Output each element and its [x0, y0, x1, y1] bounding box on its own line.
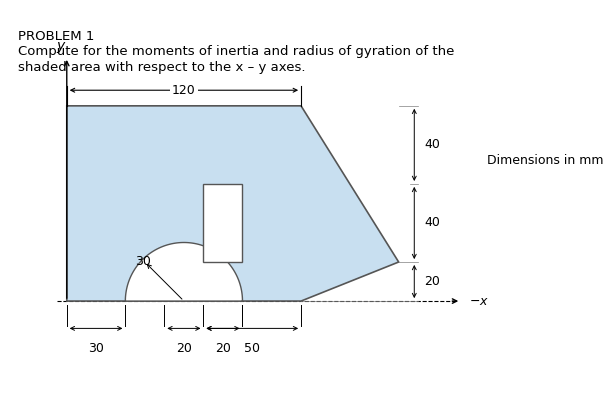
Text: 20: 20 [215, 342, 231, 355]
Text: y: y [57, 39, 65, 53]
Text: Compute for the moments of inertia and radius of gyration of the: Compute for the moments of inertia and r… [18, 45, 454, 58]
Text: 120: 120 [172, 84, 196, 97]
Text: 20: 20 [176, 342, 192, 355]
Text: Dimensions in mm: Dimensions in mm [487, 154, 603, 167]
Text: 50: 50 [244, 342, 260, 355]
Polygon shape [125, 243, 242, 301]
Text: 30: 30 [88, 342, 104, 355]
Text: 20: 20 [424, 275, 440, 288]
Text: PROBLEM 1: PROBLEM 1 [18, 30, 95, 43]
Text: 40: 40 [424, 138, 440, 152]
Text: shaded area with respect to the x – y axes.: shaded area with respect to the x – y ax… [18, 61, 305, 74]
Polygon shape [67, 106, 399, 301]
Text: 40: 40 [424, 216, 440, 229]
Bar [204, 184, 242, 262]
Text: 30: 30 [135, 256, 152, 268]
Text: $-x$: $-x$ [469, 295, 489, 307]
